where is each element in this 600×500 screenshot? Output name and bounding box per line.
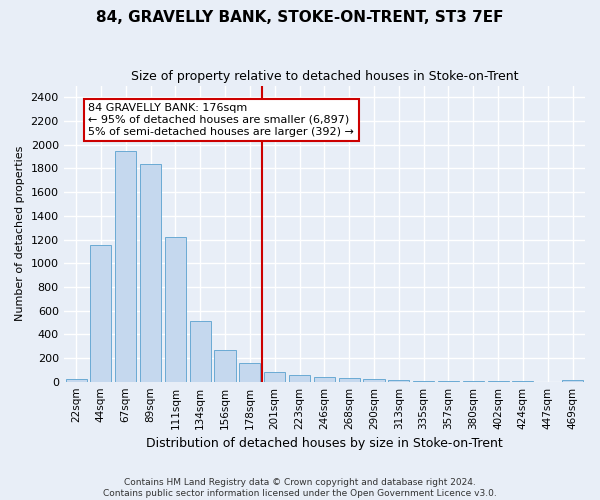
Bar	[115, 150, 136, 382]
Text: Contains HM Land Registry data © Crown copyright and database right 2024.
Contai: Contains HM Land Registry data © Crown c…	[103, 478, 497, 498]
Y-axis label: Number of detached properties: Number of detached properties	[15, 146, 25, 322]
X-axis label: Distribution of detached houses by size in Stoke-on-Trent: Distribution of detached houses by size …	[146, 437, 503, 450]
Bar	[239, 364, 260, 382]
Bar	[65, 378, 86, 382]
Bar	[190, 322, 211, 382]
Text: 84, GRAVELLY BANK, STOKE-ON-TRENT, ST3 7EF: 84, GRAVELLY BANK, STOKE-ON-TRENT, ST3 7…	[96, 10, 504, 25]
Bar	[314, 377, 335, 382]
Bar	[463, 381, 484, 382]
Bar	[264, 372, 285, 382]
Bar	[289, 375, 310, 382]
Bar	[388, 380, 409, 382]
Bar	[364, 380, 385, 382]
Text: 84 GRAVELLY BANK: 176sqm
← 95% of detached houses are smaller (6,897)
5% of semi: 84 GRAVELLY BANK: 176sqm ← 95% of detach…	[88, 104, 355, 136]
Bar	[91, 245, 112, 382]
Bar	[214, 350, 236, 382]
Bar	[413, 380, 434, 382]
Title: Size of property relative to detached houses in Stoke-on-Trent: Size of property relative to detached ho…	[131, 70, 518, 83]
Bar	[140, 164, 161, 382]
Bar	[165, 237, 186, 382]
Bar	[438, 381, 459, 382]
Bar	[562, 380, 583, 382]
Bar	[338, 378, 360, 382]
